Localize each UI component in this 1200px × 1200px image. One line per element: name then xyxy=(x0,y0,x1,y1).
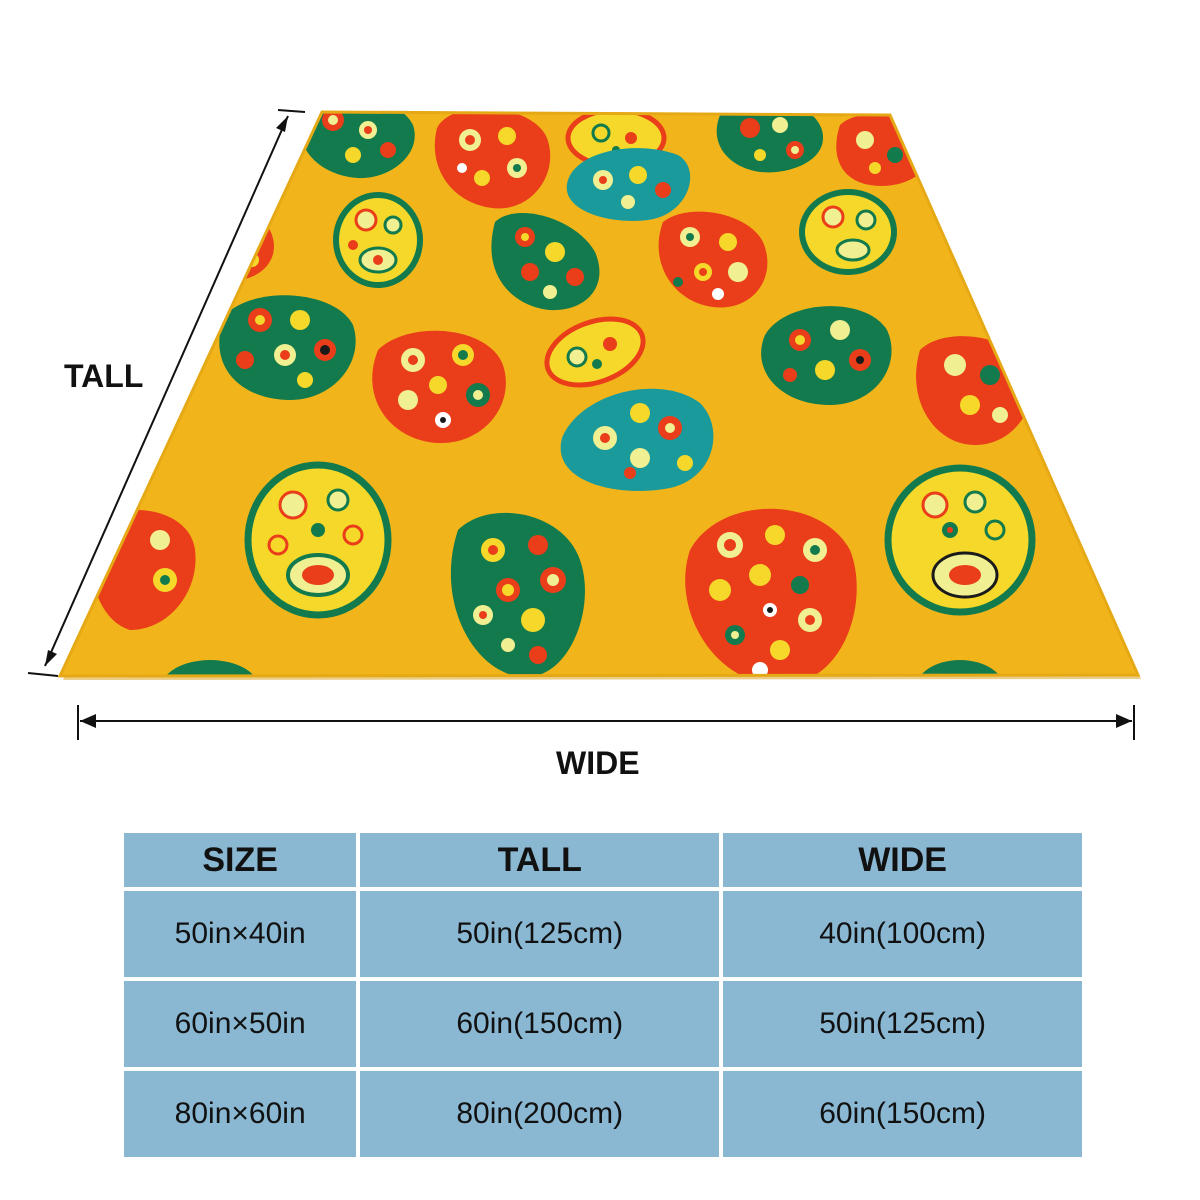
blob-cream-outline xyxy=(544,316,646,388)
blob-green xyxy=(716,112,824,173)
blob-green xyxy=(915,660,1005,676)
blob-red xyxy=(658,211,768,308)
table-row: 60in×50in 60in(150cm) 50in(125cm) xyxy=(124,981,1082,1067)
wide-dimension-line xyxy=(77,705,1135,740)
blob-cream-outline xyxy=(333,192,423,288)
table-row: 80in×60in 80in(200cm) 60in(150cm) xyxy=(124,1071,1082,1157)
tall-dimension-line xyxy=(27,109,306,677)
blanket-illustration xyxy=(27,109,1141,740)
blob-green xyxy=(491,213,600,311)
blob-cream-outline xyxy=(799,189,897,275)
header-wide: WIDE xyxy=(723,833,1082,887)
blob-green xyxy=(450,512,585,676)
cell-tall: 50in(125cm) xyxy=(360,891,720,977)
blob-red xyxy=(685,508,857,676)
header-tall: TALL xyxy=(360,833,720,887)
blob-green xyxy=(219,295,356,400)
wide-label: WIDE xyxy=(556,745,640,781)
blob-cream-outline xyxy=(884,464,1036,616)
blob-green xyxy=(160,660,260,676)
blob-red xyxy=(434,112,551,209)
cell-tall: 60in(150cm) xyxy=(360,981,720,1067)
size-table: SIZE TALL WIDE 50in×40in 50in(125cm) 40i… xyxy=(120,829,1086,1161)
blob-red xyxy=(372,330,506,444)
table-header-row: SIZE TALL WIDE xyxy=(124,833,1082,887)
header-size: SIZE xyxy=(124,833,357,887)
table-row: 50in×40in 50in(125cm) 40in(100cm) xyxy=(124,891,1082,977)
cell-size: 80in×60in xyxy=(124,1071,357,1157)
cell-wide: 40in(100cm) xyxy=(723,891,1082,977)
blob-green xyxy=(761,306,892,405)
cell-wide: 60in(150cm) xyxy=(723,1071,1082,1157)
cell-size: 60in×50in xyxy=(124,981,357,1067)
cell-tall: 80in(200cm) xyxy=(360,1071,720,1157)
blob-teal xyxy=(560,388,714,491)
blob-cream-outline xyxy=(244,461,392,619)
cell-wide: 50in(125cm) xyxy=(723,981,1082,1067)
cell-size: 50in×40in xyxy=(124,891,357,977)
blob-teal xyxy=(566,148,691,221)
tall-label: TALL xyxy=(64,358,144,394)
